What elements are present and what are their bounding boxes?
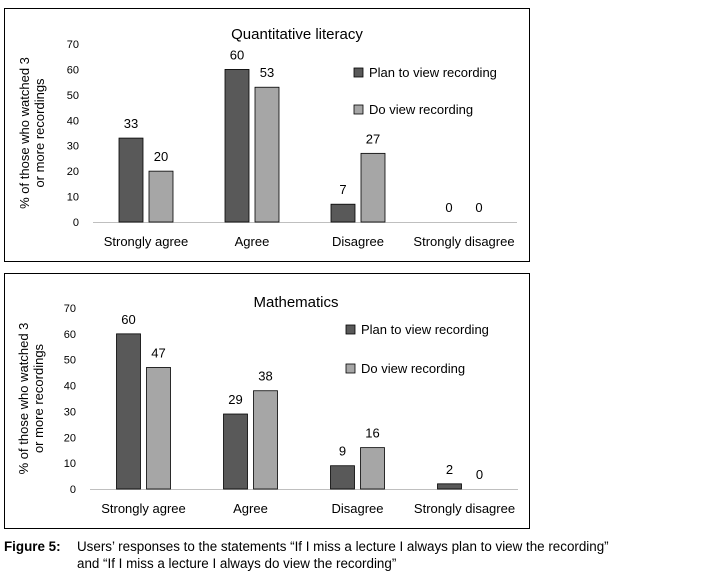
data-label: 53 <box>260 65 274 80</box>
x-tick-label: Disagree <box>332 234 384 249</box>
y-tick-label: 60 <box>64 329 76 341</box>
legend-swatch <box>353 67 364 78</box>
y-tick-label: 10 <box>67 192 79 204</box>
legend-label: Do view recording <box>361 361 465 376</box>
bar <box>116 333 141 490</box>
x-tick-label: Disagree <box>331 501 383 516</box>
bar <box>360 447 385 490</box>
y-tick-label: 30 <box>67 141 79 153</box>
data-label: 0 <box>476 467 483 482</box>
y-axis-label-line-1: % of those who watched 3 <box>17 57 32 209</box>
data-label: 20 <box>154 149 168 164</box>
y-axis-label: % of those who watched 3 or more recordin… <box>17 57 47 209</box>
y-tick-label: 20 <box>67 166 79 178</box>
bar <box>254 86 280 223</box>
figure-caption-line-1: Users’ responses to the statements “If I… <box>77 539 609 554</box>
bar <box>224 69 250 223</box>
data-label: 60 <box>121 312 135 327</box>
data-label: 9 <box>339 444 346 459</box>
y-tick-label: 0 <box>70 484 76 496</box>
chart-title: Quantitative literacy <box>231 26 363 43</box>
y-tick-label: 0 <box>73 217 79 229</box>
bar <box>360 152 386 223</box>
legend-swatch <box>345 363 356 374</box>
y-axis-label-line-2: or more recordings <box>32 78 47 188</box>
y-axis-label-line-1: % of those who watched 3 <box>16 323 31 475</box>
y-tick-label: 10 <box>64 458 76 470</box>
x-tick-label: Agree <box>233 501 268 516</box>
bar <box>118 137 144 223</box>
bar <box>437 483 462 490</box>
legend-label: Plan to view recording <box>369 65 497 80</box>
data-label: 2 <box>446 462 453 477</box>
y-tick-label: 20 <box>64 432 76 444</box>
x-tick-label: Agree <box>235 234 270 249</box>
data-label: 7 <box>339 182 346 197</box>
y-tick-label: 70 <box>67 39 79 51</box>
bar-chart-quantitative-literacy: Quantitative literacy % of those who watc… <box>17 26 517 249</box>
y-axis-label: % of those who watched 3 or more recordin… <box>16 323 46 475</box>
data-label: 0 <box>445 200 452 215</box>
y-tick-label: 40 <box>64 381 76 393</box>
chart-title: Mathematics <box>253 294 338 311</box>
y-tick-label: 40 <box>67 115 79 127</box>
x-tick-label: Strongly agree <box>104 234 189 249</box>
data-label: 60 <box>230 47 244 62</box>
data-label: 29 <box>228 392 242 407</box>
y-axis-label-line-2: or more recordings <box>31 343 46 453</box>
figure-caption: Figure 5: Users’ responses to the stateme… <box>4 538 704 572</box>
y-tick-label: 50 <box>67 90 79 102</box>
y-tick-label: 70 <box>64 303 76 315</box>
data-label: 38 <box>258 369 272 384</box>
legend: Plan to view recording Do view recording <box>353 65 497 117</box>
legend-label: Plan to view recording <box>361 322 489 337</box>
legend-swatch <box>345 324 356 335</box>
bar <box>330 465 355 490</box>
bar <box>146 367 171 490</box>
data-label: 33 <box>124 116 138 131</box>
y-tick-label: 50 <box>64 355 76 367</box>
x-tick-label: Strongly disagree <box>414 501 515 516</box>
legend-swatch <box>353 104 364 115</box>
data-label: 47 <box>151 345 165 360</box>
bar <box>148 170 174 223</box>
data-label: 16 <box>365 426 379 441</box>
bar <box>223 413 248 490</box>
figure-caption-line-2: and “If I miss a lecture I always do vie… <box>77 556 397 571</box>
bar-chart-mathematics: Mathematics % of those who watched 3 or mo… <box>16 294 518 516</box>
bar <box>253 390 278 490</box>
y-tick-label: 30 <box>64 406 76 418</box>
legend-label: Do view recording <box>369 102 473 117</box>
figure-caption-label: Figure 5: <box>4 539 61 554</box>
data-label: 0 <box>475 200 482 215</box>
bar <box>330 203 356 223</box>
y-tick-label: 60 <box>67 64 79 76</box>
x-tick-label: Strongly disagree <box>413 234 514 249</box>
chart-panel-mathematics: Mathematics % of those who watched 3 or mo… <box>4 273 530 529</box>
data-label: 27 <box>366 131 380 146</box>
legend: Plan to view recording Do view recording <box>345 322 489 376</box>
x-tick-label: Strongly agree <box>101 501 186 516</box>
chart-panel-quantitative-literacy: Quantitative literacy % of those who watc… <box>4 8 530 262</box>
